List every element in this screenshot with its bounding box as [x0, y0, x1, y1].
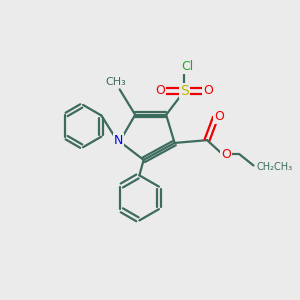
Text: CH₃: CH₃: [105, 77, 126, 87]
Text: O: O: [156, 84, 166, 97]
Text: Cl: Cl: [181, 60, 194, 74]
Text: N: N: [114, 134, 123, 147]
Text: O: O: [221, 148, 231, 161]
Text: CH₂CH₃: CH₂CH₃: [257, 162, 293, 172]
Text: O: O: [214, 110, 224, 123]
Text: S: S: [180, 84, 189, 98]
Text: O: O: [203, 84, 213, 97]
